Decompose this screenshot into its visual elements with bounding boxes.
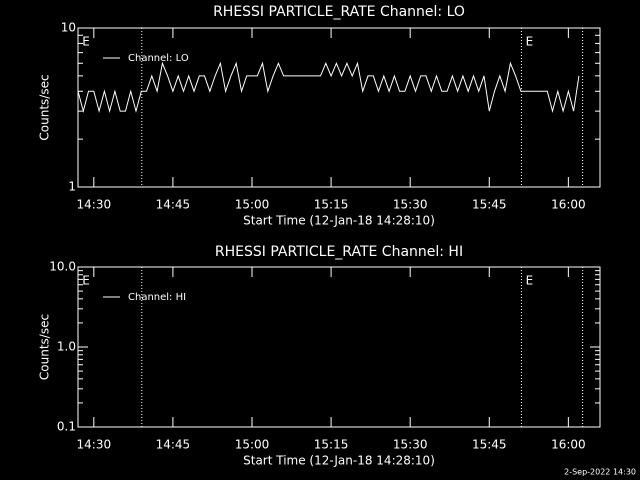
y-tick-label: 10: [61, 21, 76, 35]
annotation: E: [526, 35, 534, 49]
y-tick-label: 1.0: [57, 340, 76, 354]
x-axis-label: Start Time (12-Jan-18 14:28:10): [243, 454, 435, 468]
x-tick-label: 15:00: [235, 198, 270, 212]
annotation: E: [82, 274, 90, 288]
y-tick-label: 0.1: [57, 420, 76, 434]
x-tick-label: 15:45: [472, 198, 507, 212]
panel-title: RHESSI PARTICLE_RATE Channel: HI: [215, 244, 463, 260]
y-tick-label: 1: [68, 180, 76, 194]
x-axis-label: Start Time (12-Jan-18 14:28:10): [243, 214, 435, 228]
annotation: E: [526, 274, 534, 288]
x-tick-label: 15:00: [235, 438, 270, 452]
panel-title: RHESSI PARTICLE_RATE Channel: LO: [213, 4, 465, 20]
y-axis-label: Counts/sec: [38, 74, 52, 140]
x-tick-label: 14:30: [77, 198, 112, 212]
x-tick-label: 15:30: [393, 198, 428, 212]
y-tick-label: 10.0: [49, 260, 76, 274]
x-tick-label: 15:15: [314, 198, 349, 212]
plot-frame: [77, 27, 601, 188]
x-tick-label: 15:15: [314, 438, 349, 452]
x-tick-label: 14:45: [156, 438, 191, 452]
annotation: E: [82, 35, 90, 49]
footer: 2-Sep-2022 14:30: [564, 468, 636, 477]
x-tick-label: 16:00: [551, 198, 586, 212]
y-axis-label: Counts/sec: [38, 314, 52, 380]
x-tick-label: 14:45: [156, 198, 191, 212]
x-tick-label: 16:00: [551, 438, 586, 452]
legend-label: Channel: LO: [128, 53, 189, 64]
legend-label: Channel: HI: [128, 292, 186, 303]
series-line: [77, 61, 580, 114]
x-tick-label: 15:30: [393, 438, 428, 452]
x-tick-label: 15:45: [472, 438, 507, 452]
x-tick-label: 14:30: [77, 438, 112, 452]
